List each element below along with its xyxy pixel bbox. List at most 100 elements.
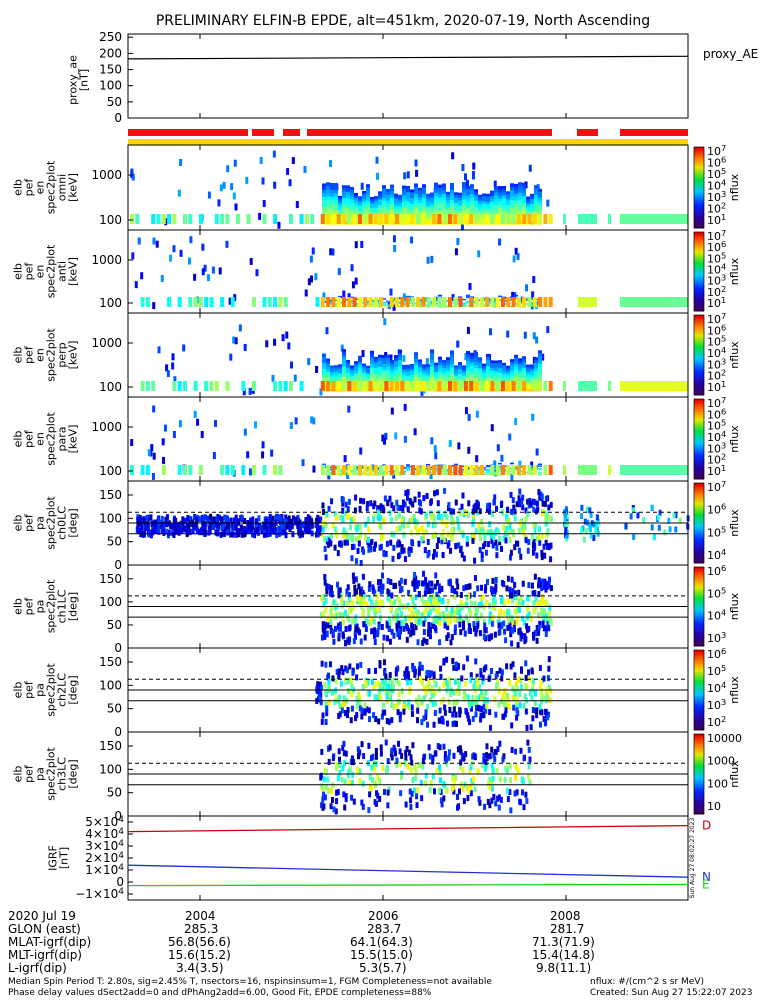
panel-omni-pixel — [466, 180, 469, 187]
panel-ch0LC-pixel — [342, 497, 345, 503]
panel-ch1LC-pixel — [480, 585, 483, 591]
panel-omni-pixel — [330, 204, 334, 208]
panel-perp-pixel — [406, 381, 410, 391]
panel-ch1LC-pixel — [423, 629, 426, 635]
panel-ch0LC-pixel — [584, 519, 587, 525]
panel-ch0LC-pixel — [426, 493, 429, 499]
panel-ch1LC-pixel — [498, 623, 501, 629]
panel-perp-pixel — [342, 356, 346, 360]
panel-anti-pixel — [496, 297, 500, 307]
panel-para-pixel — [194, 411, 197, 418]
panel-ch2LC-pixel — [350, 678, 353, 684]
panel-omni-pixel — [230, 183, 233, 190]
panel-ch1LC-pixel — [520, 596, 523, 602]
panel-para-pixel — [459, 465, 463, 475]
panel-ch0LC-pixel — [432, 554, 435, 560]
panel-ch0LC-pixel — [209, 514, 212, 520]
panel-ch0LC-pixel — [673, 512, 676, 518]
panel-ch0LC-pixel — [288, 515, 291, 521]
panel-ch1LC-ylabel-line: [deg] — [67, 592, 80, 621]
panel-perp-pixel — [411, 381, 415, 391]
panel-para-pixel — [404, 404, 407, 411]
panel-ch2LC-pixel — [390, 717, 393, 723]
panel-anti-pixel — [363, 297, 367, 307]
panel-ch1LC-pixel — [360, 638, 363, 644]
panel-ch2LC-pixel — [531, 668, 534, 674]
panel-ch0LC-pixel — [358, 540, 361, 546]
panel-perp-pixel — [384, 381, 388, 391]
proxy-ae-ylabel: proxy_ae[nT] — [67, 55, 91, 105]
panel-omni-pixel — [437, 214, 441, 224]
panel-ch1LC-pixel — [481, 594, 484, 600]
panel-anti-pixel — [169, 255, 172, 262]
panel-ch2LC-pixel — [389, 672, 392, 678]
panel-ch1LC-pixel — [491, 578, 494, 584]
panel-omni-pixel — [432, 214, 436, 224]
panel-ch2LC-pixel — [527, 669, 530, 675]
panel-ch0LC-cbar-tick: 106 — [707, 502, 726, 517]
panel-ch1LC-pixel — [451, 607, 454, 613]
panel-ch2LC-pixel — [433, 673, 436, 679]
panel-ch1LC-pixel — [508, 623, 511, 629]
panel-omni-pixel — [434, 193, 438, 197]
panel-ch0LC-pixel — [523, 523, 526, 529]
panel-ch0LC-pixel — [395, 515, 398, 521]
panel-anti-pixel — [135, 281, 138, 288]
panel-omni-pixel — [199, 214, 203, 224]
panel-ch2LC-pixel — [458, 690, 461, 696]
panel-ch1LC-pixel — [375, 600, 378, 606]
panel-ch0LC-pixel — [259, 525, 262, 531]
panel-ch2LC-pixel — [459, 708, 462, 714]
panel-ch2LC-pixel — [547, 675, 550, 681]
panel-perp-pixel — [430, 360, 434, 364]
panel-omni-pixel — [258, 213, 261, 220]
panel-para-pixel — [254, 421, 257, 428]
panel-omni-pixel — [462, 210, 466, 214]
panel-ch0LC-pixel — [592, 535, 595, 541]
panel-ch0LC-pixel — [450, 528, 453, 534]
panel-ch2LC-pixel — [547, 666, 550, 672]
panel-omni-pixel — [334, 204, 338, 208]
panel-para-pixel — [249, 468, 252, 475]
panel-anti-pixel — [453, 297, 457, 307]
panel-ch2LC-pixel — [395, 678, 398, 684]
panel-ch1LC-pixel — [476, 585, 479, 591]
panel-ch0LC-pixel — [580, 505, 583, 511]
panel-ch1LC-pixel — [541, 594, 544, 600]
panel-ch1LC-pixel — [323, 574, 326, 580]
panel-omni-pixel — [292, 157, 295, 164]
panel-perp-pixel — [533, 381, 537, 391]
panel-ch1LC-pixel — [462, 621, 465, 627]
panel-para-pixel — [384, 465, 388, 475]
panel-ch0LC-pixel — [352, 516, 355, 522]
panel-ch2LC-pixel — [407, 699, 410, 705]
panel-ch1LC-pixel — [451, 587, 454, 593]
panel-ch0LC-ylabel-line: [deg] — [67, 508, 80, 537]
panel-ch2LC-pixel — [360, 714, 363, 720]
panel-ch1LC-pixel — [431, 587, 434, 593]
panel-omni-pixel — [326, 200, 330, 204]
panel-ch2LC-pixel — [503, 702, 506, 708]
panel-ch0LC-cbar-tick: 105 — [707, 524, 726, 539]
panel-ch2LC-pixel — [442, 682, 445, 688]
panel-anti-pixel — [501, 297, 505, 307]
panel-ch0LC-pixel — [437, 537, 440, 543]
panel-para-pixel — [295, 417, 298, 424]
panel-ch1LC-pixel — [357, 583, 360, 589]
panel-anti-pixel — [358, 297, 362, 307]
panel-ch0LC-pixel — [532, 547, 535, 553]
panel-anti-pixel — [355, 241, 358, 248]
panel-para-cbar-label: nflux — [728, 425, 741, 453]
panel-ch2LC-pixel — [338, 695, 341, 701]
panel-anti-pixel — [331, 248, 334, 255]
panel-ch0LC-pixel — [418, 541, 421, 547]
panel-ch0LC-ytick-label: 50 — [107, 535, 122, 549]
panel-ch1LC-pixel — [345, 626, 348, 632]
panel-anti-pixel — [231, 297, 235, 307]
panel-perp-pixel — [430, 349, 434, 353]
panel-omni-pixel — [217, 199, 220, 206]
panel-ch0LC-pixel — [198, 516, 201, 522]
panel-ch0LC-pixel — [429, 500, 432, 506]
panel-perp-pixel — [183, 381, 187, 391]
panel-para-pixel — [608, 465, 611, 475]
